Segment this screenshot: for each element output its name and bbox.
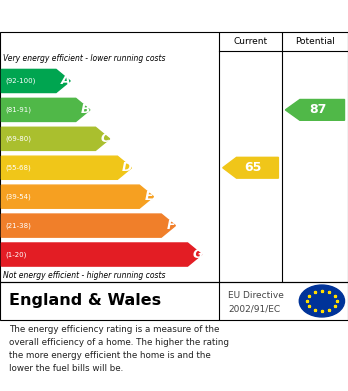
Text: (21-38): (21-38)	[6, 222, 31, 229]
Text: (92-100): (92-100)	[6, 78, 36, 84]
FancyArrow shape	[285, 99, 345, 120]
Text: C: C	[101, 132, 110, 145]
Text: (69-80): (69-80)	[6, 136, 32, 142]
Text: Current: Current	[234, 37, 268, 46]
Text: (39-54): (39-54)	[6, 194, 31, 200]
Text: F: F	[167, 219, 175, 232]
Text: (55-68): (55-68)	[6, 165, 31, 171]
FancyArrow shape	[223, 157, 278, 178]
Text: Very energy efficient - lower running costs: Very energy efficient - lower running co…	[3, 54, 166, 63]
Text: 87: 87	[309, 103, 326, 117]
Text: G: G	[192, 248, 203, 261]
Text: 65: 65	[245, 161, 262, 174]
Ellipse shape	[299, 285, 345, 317]
Text: A: A	[61, 74, 71, 88]
FancyArrow shape	[1, 243, 202, 266]
FancyArrow shape	[1, 185, 153, 208]
Text: Potential: Potential	[295, 37, 335, 46]
FancyArrow shape	[1, 214, 175, 237]
Text: B: B	[81, 103, 90, 117]
Text: The energy efficiency rating is a measure of the
overall efficiency of a home. T: The energy efficiency rating is a measur…	[9, 325, 229, 373]
Text: Energy Efficiency Rating: Energy Efficiency Rating	[9, 9, 211, 23]
FancyArrow shape	[1, 69, 70, 93]
Text: E: E	[145, 190, 153, 203]
Text: Not energy efficient - higher running costs: Not energy efficient - higher running co…	[3, 271, 166, 280]
Text: England & Wales: England & Wales	[9, 294, 161, 308]
Text: 2002/91/EC: 2002/91/EC	[228, 305, 280, 314]
Text: (1-20): (1-20)	[6, 251, 27, 258]
Text: (81-91): (81-91)	[6, 107, 32, 113]
Text: EU Directive: EU Directive	[228, 291, 284, 300]
FancyArrow shape	[1, 127, 110, 151]
Text: D: D	[122, 161, 133, 174]
FancyArrow shape	[1, 156, 132, 179]
FancyArrow shape	[1, 98, 90, 122]
